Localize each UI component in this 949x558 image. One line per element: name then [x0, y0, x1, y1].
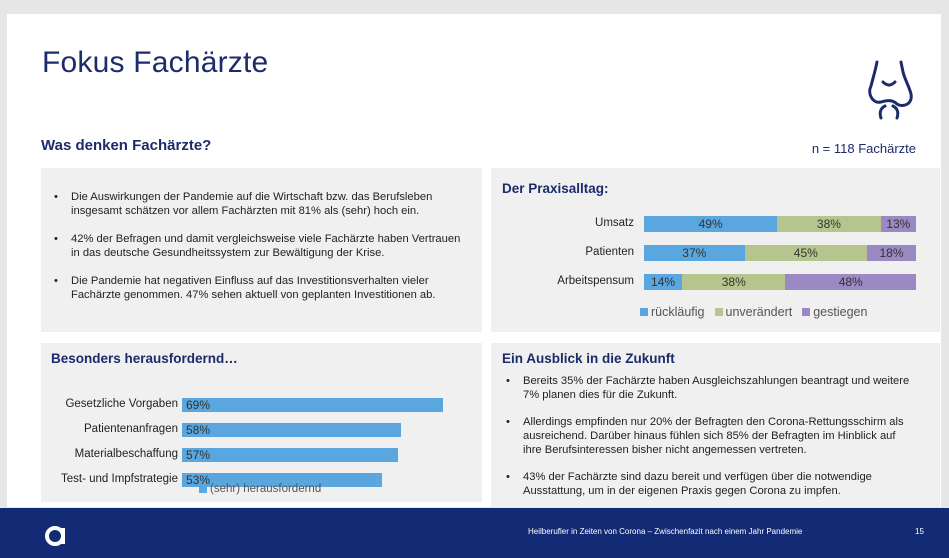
summary-panel: Die Auswirkungen der Pandemie auf die Wi… [41, 168, 482, 332]
legend-swatch [199, 485, 207, 493]
category-label: Test- und Impfstrategie [61, 473, 178, 485]
section-subtitle: Was denken Fachärzte? [41, 137, 212, 154]
outlook-panel: Ein Ausblick in die Zukunft Bereits 35% … [491, 343, 940, 507]
list-item: Die Pandemie hat negativen Einfluss auf … [49, 274, 461, 302]
category-label: Patientenanfragen [84, 423, 178, 435]
list-item: Allerdings empfinden nur 20% der Befragt… [501, 415, 913, 457]
list-item: Bereits 35% der Fachärzte haben Ausgleic… [501, 374, 913, 402]
list-item: 43% der Fachärzte sind dazu bereit und v… [501, 470, 913, 498]
stacked-bar-chart: Umsatz 49% 38% 13% Patienten 37% 45% 18% Arbeits… [491, 168, 940, 332]
legend-label: gestiegen [813, 305, 868, 319]
bar-segment: 48% [785, 274, 916, 290]
bar-segment: 18% [867, 245, 916, 261]
footer-bar: Heilberufler in Zeiten von Corona – Zwis… [0, 508, 949, 558]
list-item: Die Auswirkungen der Pandemie auf die Wi… [49, 190, 461, 218]
list-item: 42% der Befragen und damit vergleichswei… [49, 232, 461, 260]
bar-segment: 13% [880, 216, 916, 232]
category-label: Gesetzliche Vorgaben [65, 398, 178, 410]
bar: 57% [182, 448, 398, 462]
category-label: Umsatz [595, 217, 634, 229]
stacked-chart-legend: rückläufig unverändert gestiegen [640, 305, 867, 319]
bar: 53% [182, 473, 383, 487]
bar-segment: 45% [744, 245, 868, 261]
praxis-title: Der Praxisalltag: [502, 181, 609, 196]
page-title: Fokus Fachärzte [42, 46, 269, 79]
bar-segment: 14% [644, 274, 683, 290]
bar-segment: 37% [644, 245, 745, 261]
bar: 58% [182, 423, 402, 437]
category-label: Arbeitspensum [557, 275, 634, 287]
page-number: 15 [915, 527, 924, 536]
legend-swatch [802, 308, 811, 316]
praxis-panel: Der Praxisalltag: Umsatz 49% 38% 13% Patient… [491, 168, 940, 332]
legend-swatch [714, 308, 723, 316]
bar-chart-legend: (sehr) herausfordernd [199, 483, 321, 495]
legend-item: unverändert [714, 305, 793, 319]
legend-label: (sehr) herausfordernd [210, 483, 322, 495]
slide: Fokus Fachärzte Was denken Fachärzte? n … [7, 14, 941, 507]
horizontal-bar-chart: Gesetzliche Vorgaben 69% Patientenanfragen… [41, 343, 482, 502]
legend-item: (sehr) herausfordernd [199, 483, 321, 495]
footer-caption: Heilberufler in Zeiten von Corona – Zwis… [528, 527, 803, 536]
outlook-bullets: Bereits 35% der Fachärzte haben Ausgleic… [501, 374, 913, 498]
legend-item: rückläufig [640, 305, 705, 319]
sample-size-label: n = 118 Fachärzte [811, 141, 916, 156]
legend-label: unverändert [725, 305, 793, 319]
legend-item: gestiegen [802, 305, 867, 319]
outlook-title: Ein Ausblick in die Zukunft [502, 351, 675, 366]
summary-bullets: Die Auswirkungen der Pandemie auf die Wi… [49, 190, 461, 302]
challenge-title: Besonders herausfordernd… [51, 351, 238, 366]
bar-segment: 49% [644, 216, 778, 232]
challenge-panel: Besonders herausfordernd… Gesetzliche Vo… [41, 343, 482, 502]
category-label: Patienten [585, 246, 634, 258]
joint-knee-icon [868, 60, 913, 120]
bar-segment: 38% [777, 216, 881, 232]
brand-logo-icon [45, 526, 65, 546]
bar: 69% [182, 398, 443, 412]
legend-label: rückläufig [651, 305, 705, 319]
category-label: Materialbeschaffung [74, 448, 178, 460]
legend-swatch [640, 308, 648, 316]
bar-segment: 38% [682, 274, 786, 290]
